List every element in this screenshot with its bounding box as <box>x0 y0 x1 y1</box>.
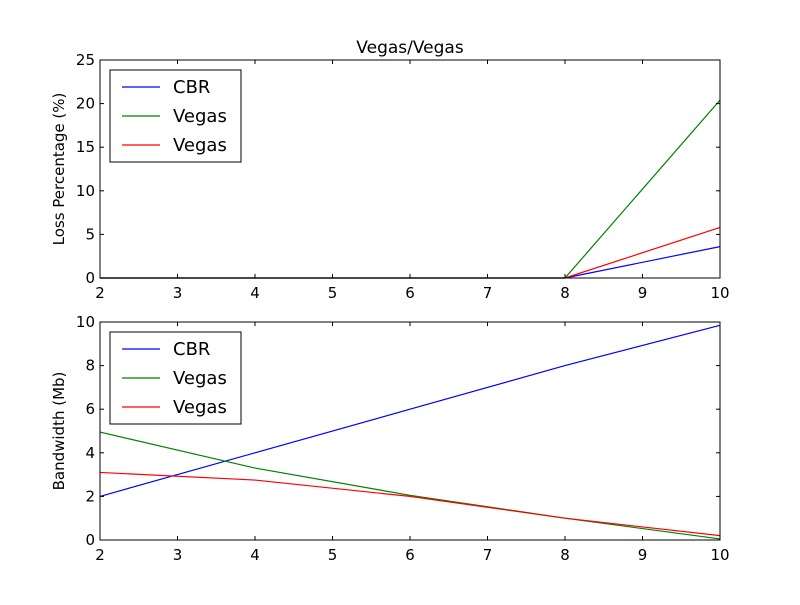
x-tick-label: 3 <box>173 284 183 302</box>
plot-frame <box>99 59 721 279</box>
x-tick-label: 6 <box>405 284 415 302</box>
y-tick-label: 8 <box>85 357 95 375</box>
legend-label-cbr: CBR <box>173 339 210 360</box>
legend-label-vegas-green: Vegas <box>173 106 227 127</box>
y-tick-label: 6 <box>85 400 95 418</box>
y-tick-label: 20 <box>76 95 95 113</box>
plot-frame <box>99 321 721 541</box>
y-tick-label: 0 <box>85 531 95 549</box>
legend-label-vegas-green: Vegas <box>173 368 227 389</box>
x-tick-label: 8 <box>560 546 570 564</box>
legend-label-cbr: CBR <box>173 77 210 98</box>
x-tick-label: 4 <box>250 546 260 564</box>
legend-label-vegas-red: Vegas <box>173 397 227 418</box>
y-axis-label: Loss Percentage (%) <box>50 93 68 246</box>
x-tick-label: 9 <box>638 546 648 564</box>
legend: CBR Vegas Vegas <box>109 69 242 163</box>
x-tick-label: 2 <box>95 546 105 564</box>
y-tick-label: 4 <box>85 444 95 462</box>
x-tick-label: 8 <box>560 284 570 302</box>
y-tick-label: 10 <box>76 313 95 331</box>
x-tick-label: 3 <box>173 546 183 564</box>
y-tick-label: 25 <box>76 51 95 69</box>
y-axis-label: Bandwidth (Mb) <box>50 372 68 491</box>
x-tick-label: 10 <box>710 284 729 302</box>
series-line-vegas-2 <box>99 471 721 537</box>
x-tick-label: 5 <box>328 546 338 564</box>
x-tick-label: 10 <box>710 546 729 564</box>
y-tick-label: 15 <box>76 138 95 156</box>
chart-title: Vegas/Vegas <box>356 38 464 58</box>
legend: CBR Vegas Vegas <box>109 331 242 425</box>
y-tick-label: 5 <box>85 225 95 243</box>
x-tick-label: 7 <box>483 546 493 564</box>
y-tick-label: 0 <box>85 269 95 287</box>
legend-label-vegas-red: Vegas <box>173 135 227 156</box>
x-tick-label: 6 <box>405 546 415 564</box>
x-tick-label: 7 <box>483 284 493 302</box>
series-line-cbr-0 <box>99 324 721 497</box>
series-line-vegas-1 <box>99 431 721 540</box>
x-tick-label: 9 <box>638 284 648 302</box>
x-tick-label: 4 <box>250 284 260 302</box>
x-tick-label: 5 <box>328 284 338 302</box>
y-tick-label: 10 <box>76 182 95 200</box>
loss-subplot: Vegas/Vegas Loss Percentage (%) 2 3 4 5 6 7 8 9… <box>50 38 730 302</box>
series-layer <box>99 324 721 540</box>
x-tick-label: 2 <box>95 284 105 302</box>
ticks-layer: 2 3 4 5 6 7 8 9 10 0 5 10 15 20 25 <box>76 51 730 302</box>
y-tick-label: 2 <box>85 487 95 505</box>
